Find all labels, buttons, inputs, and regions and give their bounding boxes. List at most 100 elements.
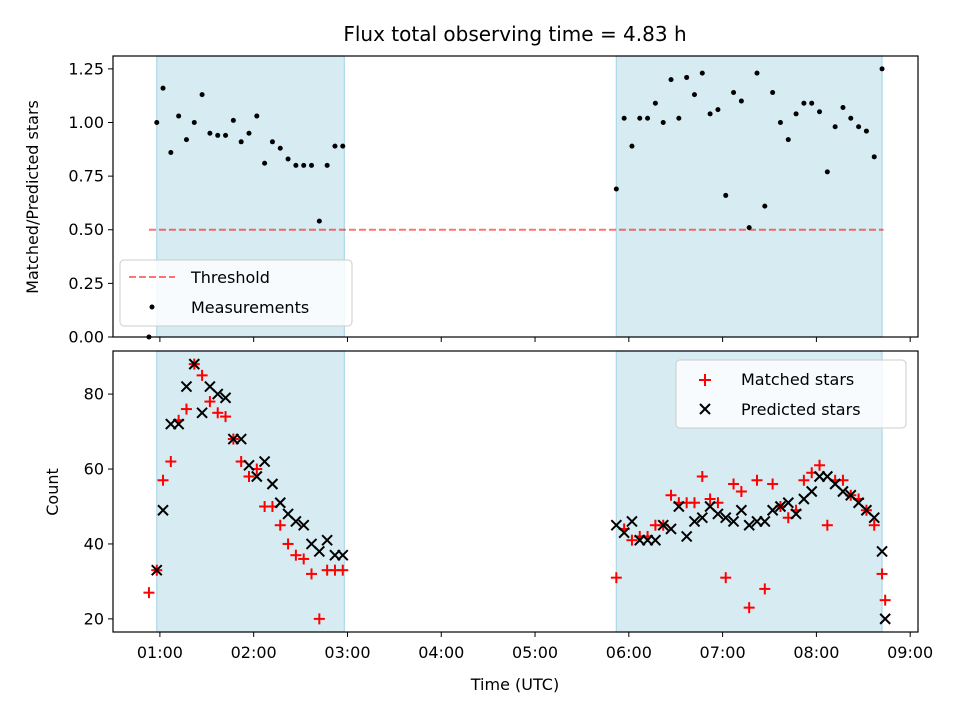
measurement-point: [629, 143, 635, 149]
matched-star-point: [306, 568, 318, 580]
measurement-point: [191, 119, 197, 125]
top-points: [146, 66, 885, 340]
predicted-star-point: [673, 500, 685, 513]
predicted-star-point: [649, 534, 662, 546]
x-tick-label: 03:00: [324, 643, 370, 662]
matched-star-point: [610, 572, 622, 584]
matched-star-point: [157, 474, 169, 486]
predicted-star-point: [657, 519, 669, 531]
measurement-point: [316, 218, 322, 224]
measurement-point: [817, 109, 823, 115]
x-axis-label: Time (UTC): [470, 675, 559, 694]
x-tick-label: 05:00: [512, 643, 558, 662]
matched-star-point: [298, 553, 310, 565]
measurement-point: [754, 70, 760, 76]
y-tick-label: 0.75: [68, 167, 104, 186]
measurement-point: [668, 77, 674, 83]
measurement-point: [309, 162, 315, 168]
measurement-point: [832, 124, 838, 130]
measurement-point: [856, 124, 862, 130]
matched-star-point: [688, 497, 700, 509]
measurement-point: [254, 113, 260, 119]
measurement-point: [621, 115, 627, 121]
measurement-point: [183, 137, 189, 143]
top-legend: Threshold Measurements: [119, 259, 353, 327]
predicted-star-point: [735, 504, 748, 516]
predicted-star-point: [172, 418, 185, 430]
chart-title: Flux total observing time = 4.83 h: [343, 22, 686, 46]
measurement-point: [731, 89, 737, 95]
legend-predicted-swatch: [699, 403, 711, 415]
matched-star-point: [879, 594, 891, 606]
predicted-star-point: [626, 515, 638, 528]
y-tick-label: 1.25: [68, 59, 104, 78]
predicted-star-point: [688, 515, 701, 528]
top-y-ticks: 0.00 0.25 0.50 0.75 1.00 1.25: [68, 59, 113, 347]
measurement-point: [762, 203, 768, 209]
top-x-ticks: [159, 337, 911, 342]
matched-star-point: [196, 369, 208, 381]
measurement-point: [645, 115, 651, 121]
bottom-y-axis-label: Count: [43, 468, 62, 516]
matched-star-point: [743, 602, 755, 614]
measurement-point: [301, 162, 307, 168]
measurement-point: [676, 115, 682, 121]
measurement-point: [793, 111, 799, 117]
predicted-star-point: [806, 485, 818, 498]
matched-star-point: [313, 613, 325, 625]
predicted-star-point: [712, 508, 724, 520]
y-tick-label: 1.00: [68, 113, 104, 132]
legend-measurements-label: Measurements: [191, 298, 309, 317]
predicted-star-point: [290, 515, 302, 528]
x-tick-label: 06:00: [606, 643, 652, 662]
x-tick-label: 09:00: [887, 643, 933, 662]
measurement-point: [324, 162, 330, 168]
predicted-star-point: [258, 455, 271, 468]
predicted-star-point: [188, 358, 200, 370]
measurement-point: [637, 115, 643, 121]
top-legend-box: [119, 259, 353, 327]
measurement-point: [809, 100, 815, 106]
y-tick-label: 0.25: [68, 274, 104, 293]
matched-star-point: [696, 471, 708, 483]
matched-star-point: [720, 572, 732, 584]
matched-star-point: [180, 403, 192, 415]
matched-star-point: [204, 396, 216, 408]
matched-star-point: [337, 564, 349, 576]
predicted-star-point: [766, 504, 779, 516]
matched-star-point: [735, 486, 747, 497]
predicted-star-point: [696, 512, 708, 524]
predicted-star-point: [219, 392, 232, 404]
matched-star-point: [274, 519, 286, 531]
matched-star-point: [767, 478, 779, 490]
measurement-point: [738, 98, 744, 104]
predicted-star-point: [743, 519, 755, 531]
predicted-star-point: [212, 388, 224, 400]
measurement-point: [707, 111, 713, 117]
bottom-points: [143, 358, 891, 625]
bottom-legend: Matched stars Predicted stars: [675, 359, 907, 429]
matched-star-point: [751, 474, 763, 486]
matched-star-point: [868, 519, 880, 531]
predicted-star-point: [266, 478, 279, 490]
predicted-star-point: [868, 512, 880, 524]
y-tick-label: 40: [84, 534, 104, 553]
matched-star-point: [728, 478, 740, 490]
predicted-star-point: [618, 527, 630, 539]
matched-star-point: [798, 474, 810, 486]
measurement-point: [154, 119, 160, 125]
measurement-point: [215, 132, 221, 138]
matched-star-point: [704, 493, 716, 505]
top-panel: 0.00 0.25 0.50 0.75 1.00 1.25 Matched/Predict…: [23, 55, 919, 347]
y-tick-label: 80: [84, 385, 104, 404]
measurement-point: [871, 154, 877, 160]
measurement-point: [777, 119, 783, 125]
measurement-point: [691, 92, 697, 98]
measurement-point: [801, 100, 807, 106]
x-tick-label: 07:00: [700, 643, 746, 662]
predicted-star-point: [180, 380, 193, 393]
measurement-point: [840, 104, 846, 110]
bottom-legend-box: [675, 359, 907, 429]
